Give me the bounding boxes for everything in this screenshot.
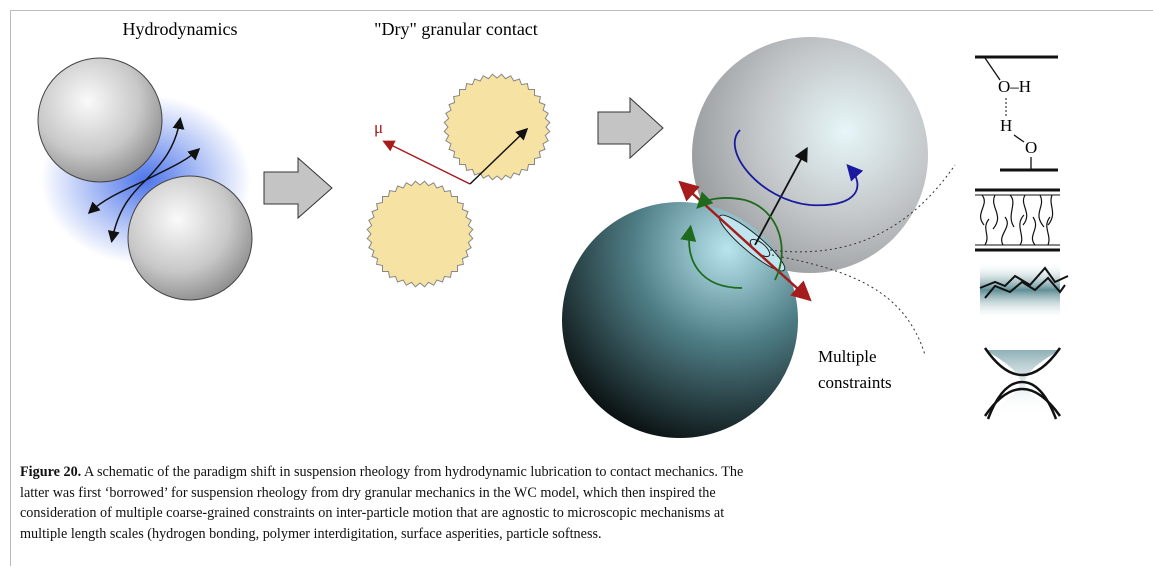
label-h: H (1000, 116, 1012, 135)
block-arrow (597, 96, 664, 160)
leader-line (771, 254, 926, 356)
sphere (127, 175, 253, 301)
sphere (37, 57, 163, 183)
label-o: O (1025, 138, 1037, 157)
label-dry-contact: "Dry" granular contact (374, 19, 538, 39)
rotation-arrow (733, 129, 864, 207)
caption: Figure 20. A schematic of the paradigm s… (20, 462, 1145, 544)
flow-arrow (87, 179, 147, 215)
rough-grain (366, 180, 474, 288)
flow-arrow (145, 117, 185, 181)
asperity-surface (979, 266, 1069, 289)
leader-line (769, 164, 956, 253)
surface-shade (980, 262, 1060, 290)
caption-line: consideration of multiple coarse-grained… (20, 505, 725, 521)
figure-frame (10, 10, 1153, 566)
asperity-surface (984, 276, 1066, 299)
polymer-brush (979, 194, 1054, 246)
rough-grain (443, 73, 551, 181)
soft-particle (983, 347, 1062, 377)
flow-arrow (107, 179, 147, 243)
flow-arrow (145, 147, 201, 181)
label-oh: O–H (998, 77, 1031, 96)
label-constraints: Multiple (818, 347, 877, 366)
friction-arrow (382, 140, 471, 185)
rolling-arrow (696, 191, 783, 281)
caption-line: latter was first ‘borrowed’ for suspensi… (20, 484, 716, 501)
figure: Hydrodynamics "Dry" granular contact μ M… (37, 19, 1069, 438)
caption-text: A schematic of the paradigm shift in sus… (81, 464, 744, 480)
bond (984, 57, 1001, 81)
label-constraints: constraints (818, 373, 892, 392)
surface-shade (980, 290, 1060, 320)
normal-arrow (469, 127, 529, 185)
caption-line: multiple length scales (hydrogen bonding… (20, 525, 602, 542)
caption-line: Figure 20. A schematic of the paradigm s… (20, 462, 1145, 483)
label-mu: μ (374, 118, 383, 137)
bond (1013, 134, 1025, 143)
big-sphere (562, 202, 798, 438)
soft-particle (983, 387, 1062, 417)
caption-label: Figure 20. (20, 464, 82, 480)
rolling-arrow (680, 224, 743, 289)
label-hydrodynamics: Hydrodynamics (123, 19, 238, 39)
block-arrow (263, 156, 333, 220)
